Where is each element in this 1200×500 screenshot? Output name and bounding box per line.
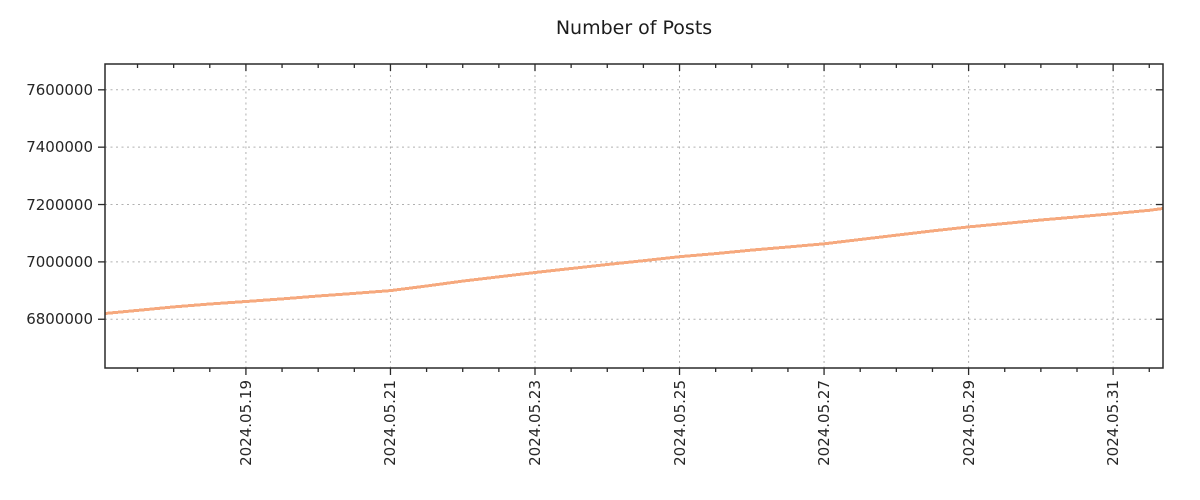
y-tick-label: 7000000 xyxy=(26,252,93,271)
y-tick-label: 7400000 xyxy=(26,138,93,157)
y-tick-label: 7200000 xyxy=(26,195,93,214)
chart-title: Number of Posts xyxy=(555,17,713,39)
series-line xyxy=(104,207,1164,315)
y-tick-label: 7600000 xyxy=(26,80,93,99)
plot-frame xyxy=(104,63,1164,369)
y-tick-label: 6800000 xyxy=(26,310,93,329)
